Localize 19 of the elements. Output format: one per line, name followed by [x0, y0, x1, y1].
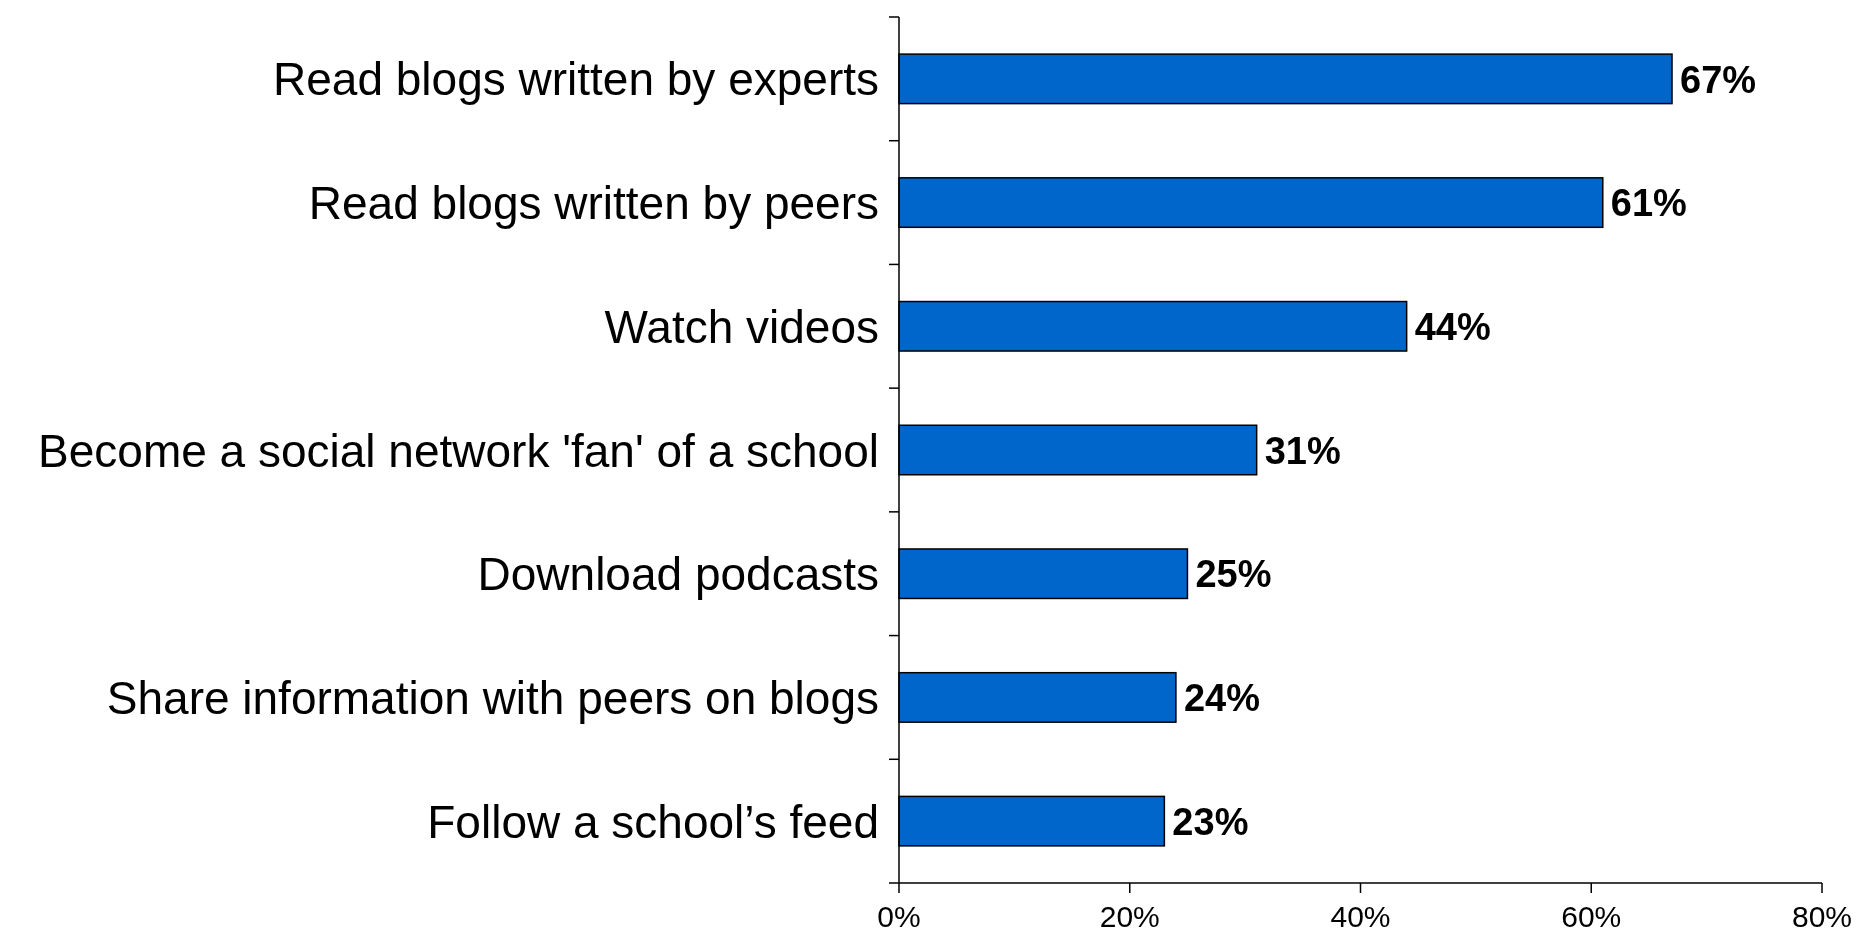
- y-tick-label: Download podcasts: [477, 548, 879, 601]
- data-label: 23%: [1172, 800, 1249, 843]
- x-tick-label: 0%: [877, 900, 921, 933]
- data-label: 44%: [1414, 305, 1491, 348]
- data-label: 61%: [1610, 182, 1687, 225]
- x-tick-label: 20%: [1099, 900, 1160, 933]
- x-tick-label: 40%: [1330, 900, 1391, 933]
- data-label: 67%: [1680, 58, 1757, 101]
- y-tick-label: Become a social network 'fan' of a school: [38, 424, 879, 477]
- x-tick-label: 60%: [1561, 900, 1622, 933]
- y-tick-label: Follow a school’s feed: [427, 795, 879, 848]
- y-tick-label: Read blogs written by experts: [273, 53, 879, 106]
- y-tick-label: Share information with peers on blogs: [106, 671, 879, 724]
- data-label: 25%: [1195, 553, 1272, 596]
- y-tick-label: Watch videos: [604, 300, 879, 353]
- data-label: 24%: [1183, 677, 1260, 720]
- y-tick-label: Read blogs written by peers: [308, 177, 879, 230]
- data-label: 31%: [1264, 429, 1341, 472]
- x-tick-label: 80%: [1791, 900, 1853, 933]
